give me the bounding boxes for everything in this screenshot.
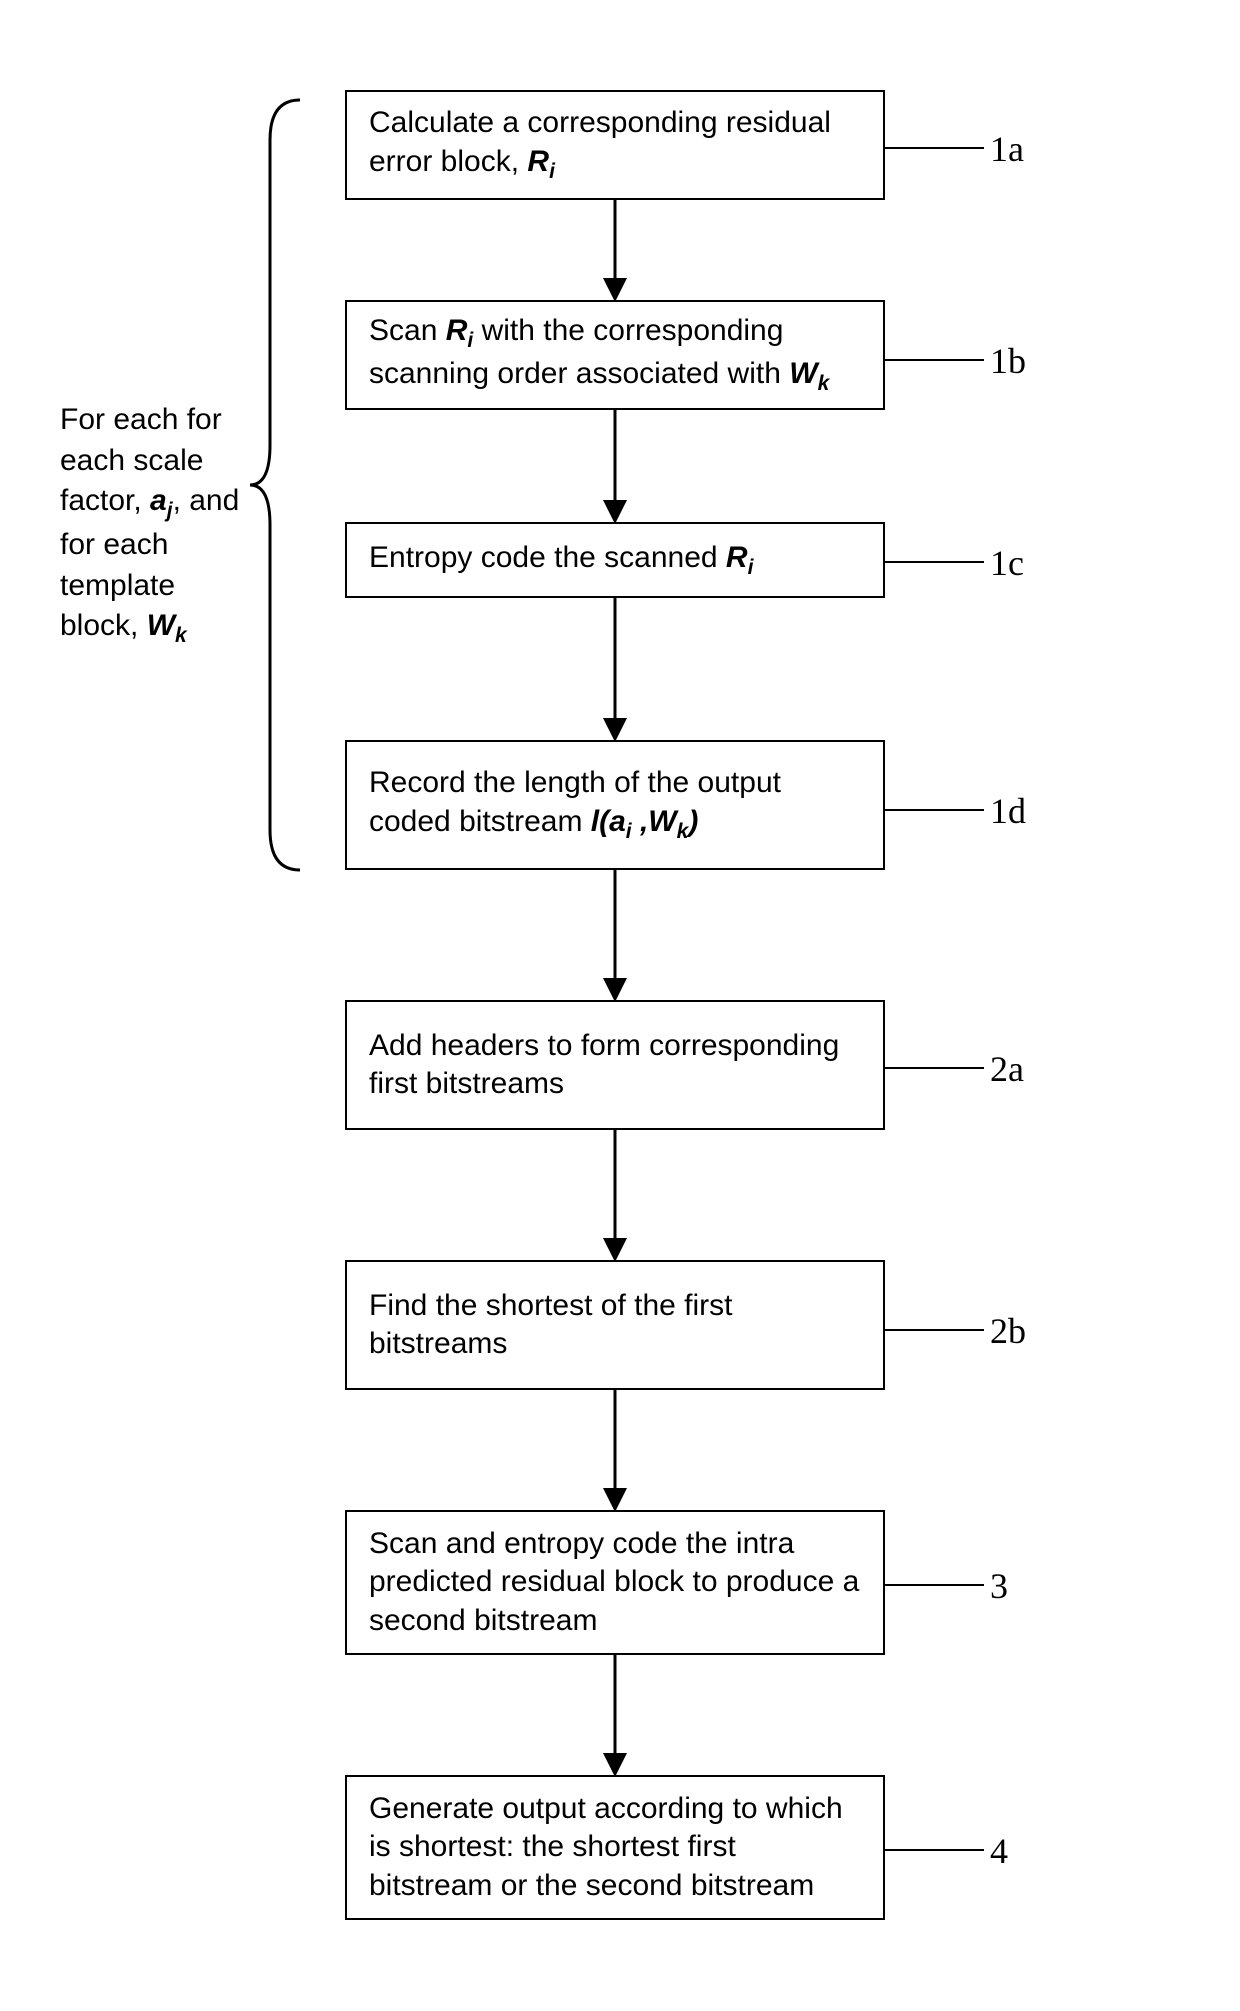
flow-node-text: Generate output according to which is sh… [369,1790,861,1905]
flow-node-n3: Scan and entropy code the intra predicte… [345,1510,885,1655]
step-label-1b: 1b [990,340,1026,382]
step-label-4: 4 [990,1830,1008,1872]
flow-node-n1b: Scan Ri with the corresponding scanning … [345,300,885,410]
step-label-2a: 2a [990,1048,1024,1090]
flow-node-text: Scan and entropy code the intra predicte… [369,1525,861,1640]
flow-node-text: Scan Ri with the corresponding scanning … [369,312,861,398]
flowchart-canvas: For each for each scale factor, aj, and … [0,0,1240,2011]
step-label-2b: 2b [990,1310,1026,1352]
flow-node-text: Add headers to form corresponding first … [369,1027,861,1104]
step-label-1d: 1d [990,790,1026,832]
step-label-3: 3 [990,1565,1008,1607]
flow-node-n4: Generate output according to which is sh… [345,1775,885,1920]
flow-node-text: Record the length of the output coded bi… [369,764,861,845]
side-annotation: For each for each scale factor, aj, and … [60,400,260,651]
flow-node-n2b: Find the shortest of the first bitstream… [345,1260,885,1390]
flow-node-n1a: Calculate a corresponding residual error… [345,90,885,200]
step-label-1c: 1c [990,542,1024,584]
flow-node-text: Find the shortest of the first bitstream… [369,1287,861,1364]
step-label-1a: 1a [990,128,1024,170]
flow-node-text: Entropy code the scanned Ri [369,539,753,582]
flow-node-text: Calculate a corresponding residual error… [369,104,861,185]
flow-node-n1c: Entropy code the scanned Ri [345,522,885,598]
flow-node-n1d: Record the length of the output coded bi… [345,740,885,870]
flow-node-n2a: Add headers to form corresponding first … [345,1000,885,1130]
